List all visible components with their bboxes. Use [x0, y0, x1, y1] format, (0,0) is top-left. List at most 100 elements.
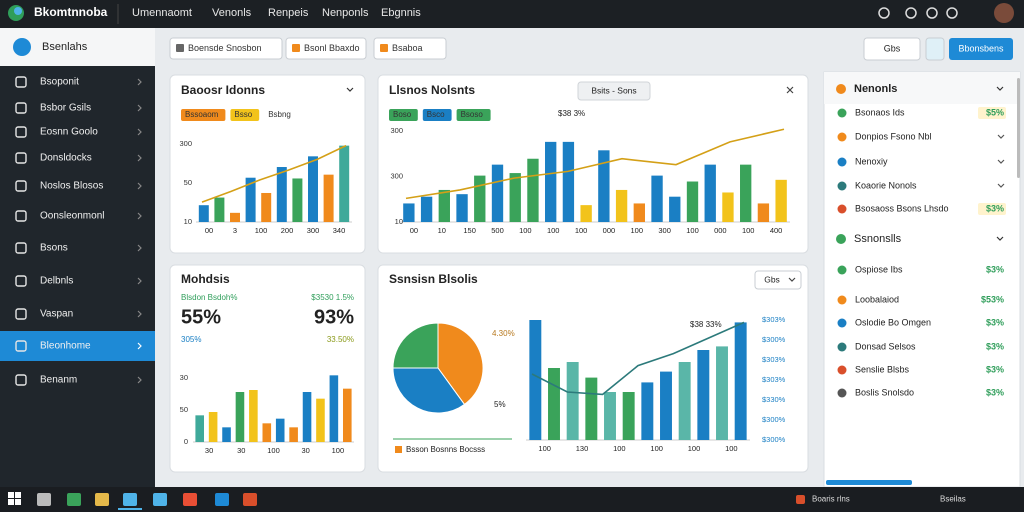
row-value: $5%	[986, 107, 1004, 117]
legend-chip	[389, 109, 418, 121]
card-dropdown[interactable]	[754, 270, 802, 290]
start-logo	[8, 499, 14, 505]
bar	[678, 362, 691, 440]
row-label[interactable]: Senslie Blsbs	[855, 364, 910, 374]
row-label[interactable]: Ospiose Ibs	[855, 264, 903, 274]
bar	[195, 415, 205, 442]
taskbar-app[interactable]	[153, 493, 167, 506]
bar	[580, 205, 592, 222]
row-label[interactable]: Bsosaoss Bsons Lhsdo	[855, 203, 949, 213]
bar	[323, 174, 334, 222]
chevron-icon	[997, 183, 1005, 188]
pie-slice	[392, 367, 466, 414]
x-axis-label: 100	[255, 226, 268, 235]
sidebar-item[interactable]: Vaspan	[40, 309, 73, 320]
sidebar-item[interactable]: Bsons	[40, 243, 68, 254]
x-axis-label: 500	[491, 226, 504, 235]
x-axis-label: 100	[686, 226, 699, 235]
sidebar-item[interactable]: Oonsleonmonl	[40, 211, 104, 222]
row-icon	[837, 388, 847, 398]
legend-chip	[230, 109, 260, 121]
bar	[686, 181, 699, 222]
x-axis-label: 3	[233, 226, 237, 235]
sidebar-item[interactable]: Donsldocks	[40, 153, 92, 164]
chevron-icon	[137, 310, 142, 318]
x-axis-label: 100	[519, 226, 532, 235]
nav-menu-item[interactable]: Venonls	[212, 7, 252, 19]
bar	[622, 392, 635, 440]
search-button[interactable]	[863, 37, 921, 61]
legend-chip	[456, 109, 491, 121]
sidebar-item[interactable]: Bsoponit	[40, 77, 79, 88]
nav-menu-item[interactable]: Ebgnnis	[381, 7, 421, 19]
sidebar-title: Bsenlahs	[42, 41, 88, 53]
primary-button[interactable]	[949, 38, 1013, 60]
bar	[757, 203, 770, 222]
stat-value: 55%	[181, 306, 221, 328]
brand-name: Bkomtnnoba	[34, 5, 108, 19]
nav-menu-item[interactable]: Nenponls	[322, 7, 369, 19]
legend-label: Bsbng	[268, 110, 291, 119]
bar	[208, 412, 218, 442]
bar	[545, 141, 557, 222]
y-axis-label: 10	[395, 217, 403, 226]
nav-menu-item[interactable]: Umennaomt	[132, 7, 192, 19]
bar	[562, 141, 575, 222]
stat-sub: 33.50%	[327, 335, 354, 344]
row-label[interactable]: Nenoxiy	[855, 156, 888, 166]
icon-button[interactable]	[925, 37, 945, 61]
x-axis-label: 000	[714, 226, 727, 235]
row-label[interactable]: Bsonaos Ids	[855, 107, 905, 117]
x-axis-label: 130	[576, 444, 589, 453]
sidebar-item[interactable]: Bsbor Gsils	[40, 103, 91, 114]
bar	[651, 175, 663, 222]
nav-icon	[878, 7, 890, 19]
toolbar-button[interactable]	[285, 37, 367, 60]
card-title: Ssnsisn Blsolis	[389, 272, 478, 286]
taskbar-app[interactable]	[183, 493, 197, 506]
panel-header	[824, 72, 1020, 104]
toolbar-button[interactable]	[169, 37, 283, 60]
row-label[interactable]: Koaorie Nonols	[855, 180, 917, 190]
sidebar-item-icon	[15, 275, 27, 287]
x-axis-label: 100	[613, 444, 626, 453]
x-axis-label: 300	[307, 226, 320, 235]
taskbar-app[interactable]	[95, 493, 109, 506]
y-axis-label: 50	[180, 405, 188, 414]
row-icon	[837, 265, 847, 275]
row-label[interactable]: Boslis Snolsdo	[855, 387, 914, 397]
sidebar-item[interactable]: Noslos Blosos	[40, 181, 103, 192]
sidebar-item[interactable]: Benanm	[40, 375, 77, 386]
taskbar-app[interactable]	[67, 493, 81, 506]
bar	[456, 194, 468, 222]
nav-menu-item[interactable]: Renpeis	[268, 7, 309, 19]
bar	[275, 418, 285, 442]
taskbar-app[interactable]	[243, 493, 257, 506]
sidebar-item[interactable]: Delbnls	[40, 276, 73, 287]
chevron-icon	[137, 277, 142, 285]
sidebar-item-icon	[15, 152, 27, 164]
bar	[403, 203, 415, 222]
row-label[interactable]: Loobalaiod	[855, 294, 899, 304]
sidebar	[0, 28, 155, 487]
row-label[interactable]: Donpios Fsono Nbl	[855, 131, 932, 141]
row-value: $53%	[981, 294, 1004, 304]
card-badge	[577, 81, 651, 101]
sidebar-logo	[13, 38, 31, 56]
y-axis-label: $330%	[762, 395, 786, 404]
legend-label: Bsso	[234, 110, 252, 119]
row-label[interactable]: Donsad Selsos	[855, 341, 916, 351]
row-value: $3%	[986, 203, 1004, 213]
toolbar-button-label: Bsaboa	[392, 43, 423, 53]
sidebar-item-icon	[15, 126, 27, 138]
sidebar-item[interactable]: Bleonhome	[40, 341, 91, 352]
sidebar-item[interactable]: Eosnn Goolo	[40, 127, 98, 138]
taskbar-app[interactable]	[215, 493, 229, 506]
chevron-icon	[788, 277, 796, 282]
primary-button-label: Bbonsbens	[958, 43, 1004, 53]
row-label[interactable]: Oslodie Bo Omgen	[855, 317, 931, 327]
toolbar-button[interactable]	[373, 37, 447, 60]
taskbar-app[interactable]	[37, 493, 51, 506]
taskbar-app[interactable]	[123, 493, 137, 506]
bar	[245, 177, 256, 222]
